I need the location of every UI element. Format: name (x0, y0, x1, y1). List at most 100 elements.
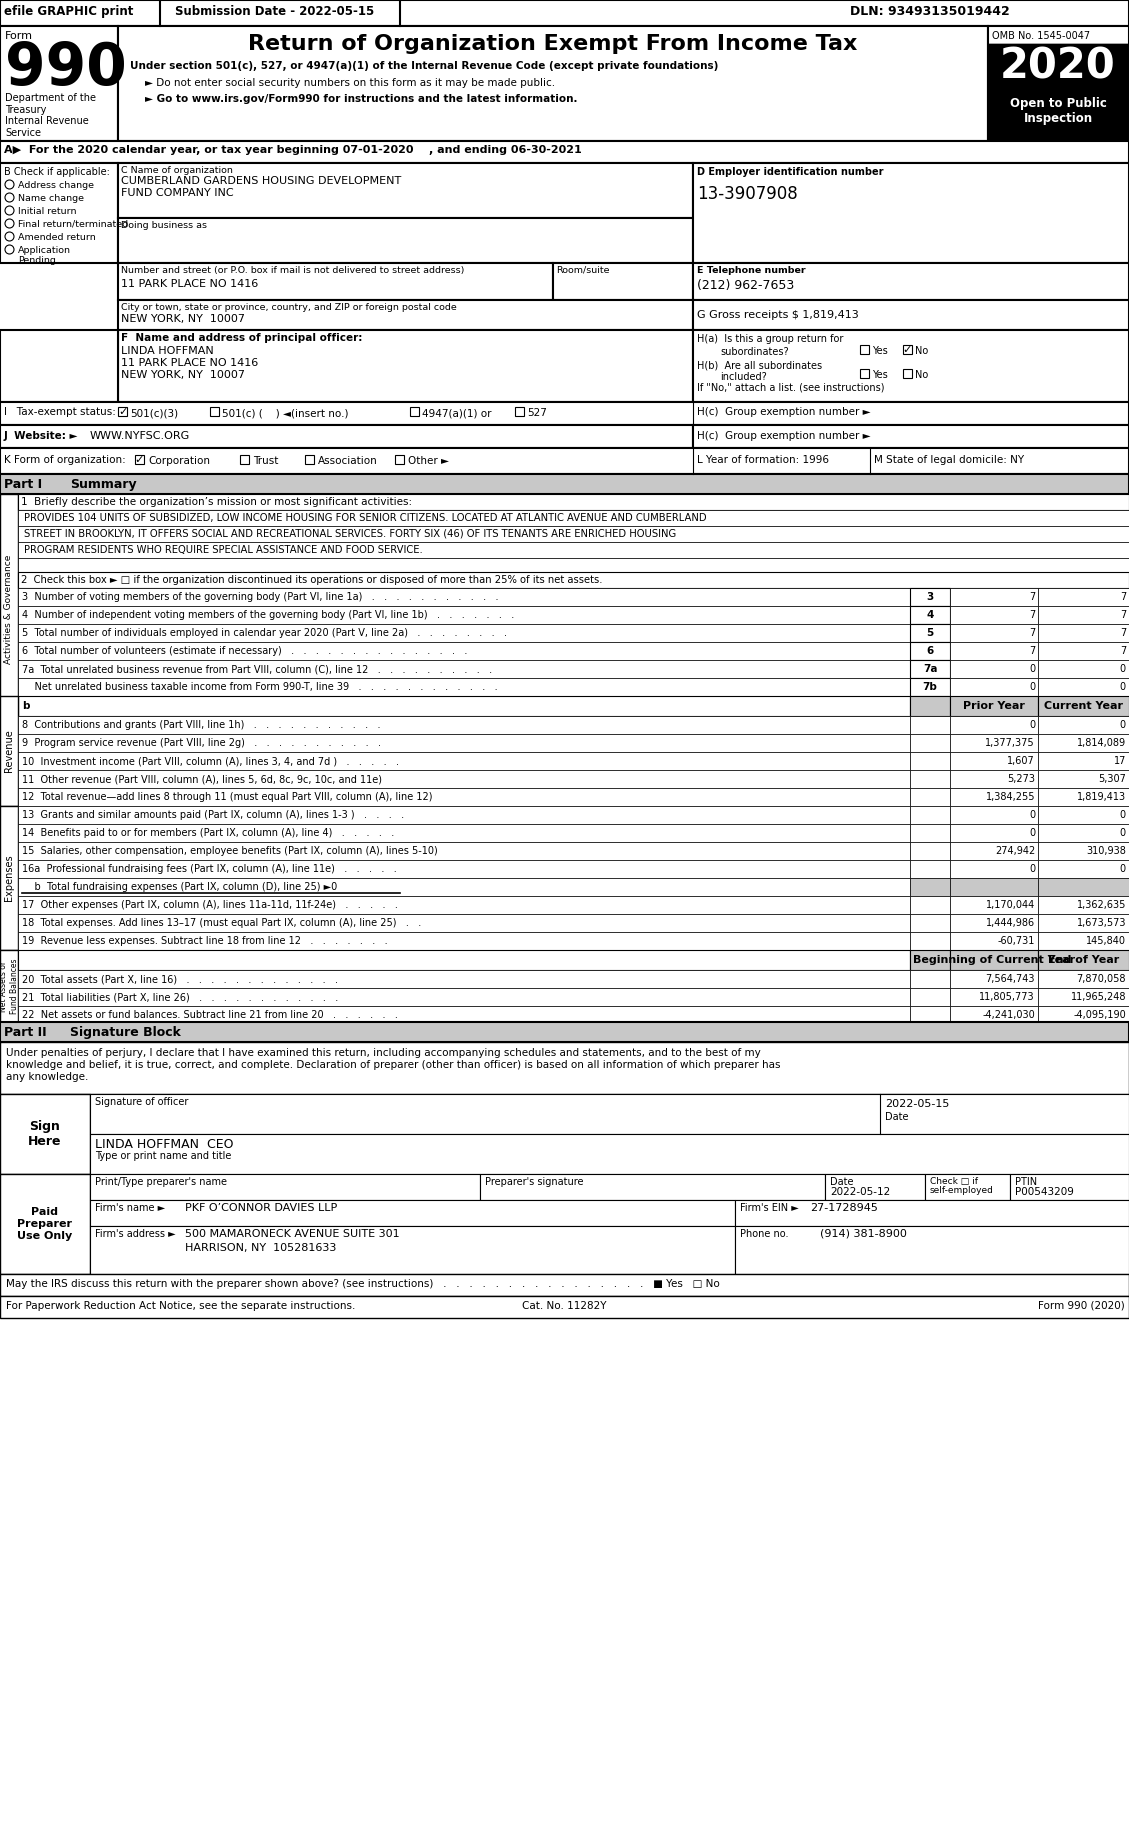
Text: Doing business as: Doing business as (121, 221, 207, 230)
Bar (735, 1226, 1129, 1274)
Text: Final return/terminated: Final return/terminated (18, 219, 128, 229)
Bar (18, 607, 910, 623)
Text: 5,307: 5,307 (1099, 774, 1126, 784)
Text: Firm's EIN ►: Firm's EIN ► (739, 1202, 798, 1213)
Bar (18, 878, 910, 896)
Bar (553, 264, 693, 301)
Bar (903, 369, 912, 378)
Text: 0: 0 (1029, 719, 1035, 730)
Bar (1038, 752, 1129, 771)
Bar (0, 1296, 1129, 1318)
Text: 3: 3 (927, 592, 934, 601)
Bar (910, 695, 949, 715)
Bar (910, 771, 949, 787)
Text: 19  Revenue less expenses. Subtract line 18 from line 12   .   .   .   .   .   .: 19 Revenue less expenses. Subtract line … (21, 937, 387, 946)
Text: K Form of organization:: K Form of organization: (5, 455, 125, 465)
Bar (18, 511, 1129, 526)
Bar (988, 26, 1129, 140)
Text: 17: 17 (1113, 756, 1126, 765)
Text: 0: 0 (1120, 664, 1126, 675)
Bar (735, 1200, 1129, 1226)
Bar (18, 542, 1129, 559)
Bar (1038, 931, 1129, 950)
Bar (949, 824, 1038, 843)
Bar (0, 1175, 90, 1274)
Text: 5,273: 5,273 (1007, 774, 1035, 784)
Text: 0: 0 (1029, 664, 1035, 675)
Text: 1,819,413: 1,819,413 (1077, 793, 1126, 802)
Text: 4: 4 (926, 610, 934, 620)
Text: 13-3907908: 13-3907908 (697, 184, 798, 203)
Text: 15  Salaries, other compensation, employee benefits (Part IX, column (A), lines : 15 Salaries, other compensation, employe… (21, 846, 438, 856)
Bar (949, 950, 1038, 970)
Text: 6  Total number of volunteers (estimate if necessary)   .   .   .   .   .   .   : 6 Total number of volunteers (estimate i… (21, 645, 467, 656)
Text: 1,362,635: 1,362,635 (1077, 900, 1126, 909)
Bar (18, 679, 910, 695)
Bar (910, 607, 949, 623)
Bar (949, 915, 1038, 931)
Text: 11,805,773: 11,805,773 (979, 992, 1035, 1001)
Bar (910, 915, 949, 931)
Bar (0, 424, 693, 448)
Bar (949, 660, 1038, 679)
Text: 7: 7 (1029, 610, 1035, 620)
Text: 11,965,248: 11,965,248 (1070, 992, 1126, 1001)
Text: 7,870,058: 7,870,058 (1076, 974, 1126, 985)
Bar (18, 752, 910, 771)
Text: Application
Pending: Application Pending (18, 245, 71, 266)
Bar (0, 330, 119, 402)
Text: G Gross receipts $ 1,819,413: G Gross receipts $ 1,819,413 (697, 310, 859, 321)
Bar (910, 1007, 949, 1023)
Text: Preparer's signature: Preparer's signature (485, 1176, 584, 1188)
Text: 0: 0 (1120, 810, 1126, 821)
Bar (910, 988, 949, 1007)
Text: 1,384,255: 1,384,255 (986, 793, 1035, 802)
Text: Yes: Yes (872, 371, 887, 380)
Bar (949, 988, 1038, 1007)
Bar (693, 424, 1129, 448)
Bar (18, 642, 910, 660)
Bar (119, 264, 553, 301)
Bar (910, 878, 949, 896)
Text: Net Assets or
Fund Balances: Net Assets or Fund Balances (0, 959, 19, 1014)
Bar (1038, 878, 1129, 896)
Bar (0, 140, 1129, 162)
Text: Submission Date - 2022-05-15: Submission Date - 2022-05-15 (175, 6, 374, 18)
Text: Beginning of Current Year: Beginning of Current Year (913, 955, 1075, 964)
Bar (18, 494, 1129, 511)
Text: Number and street (or P.O. box if mail is not delivered to street address): Number and street (or P.O. box if mail i… (121, 266, 464, 275)
Text: CUMBERLAND GARDENS HOUSING DEVELOPMENT: CUMBERLAND GARDENS HOUSING DEVELOPMENT (121, 175, 401, 186)
Bar (949, 931, 1038, 950)
Text: Summary: Summary (70, 478, 137, 491)
Text: 1,170,044: 1,170,044 (986, 900, 1035, 909)
Text: 20  Total assets (Part X, line 16)   .   .   .   .   .   .   .   .   .   .   .  : 20 Total assets (Part X, line 16) . . . … (21, 974, 338, 985)
Bar (693, 330, 1129, 402)
Text: 11 PARK PLACE NO 1416: 11 PARK PLACE NO 1416 (121, 278, 259, 290)
Bar (910, 623, 949, 642)
Text: 500 MAMARONECK AVENUE SUITE 301: 500 MAMARONECK AVENUE SUITE 301 (185, 1228, 400, 1239)
Bar (1010, 1175, 1129, 1200)
Bar (949, 806, 1038, 824)
Text: D Employer identification number: D Employer identification number (697, 168, 884, 177)
Text: Name change: Name change (18, 194, 84, 203)
Bar (693, 162, 1129, 264)
Text: ✓: ✓ (117, 406, 128, 417)
Text: 1,377,375: 1,377,375 (986, 738, 1035, 749)
Text: NEW YORK, NY  10007: NEW YORK, NY 10007 (121, 313, 245, 325)
Text: A▶  For the 2020 calendar year, or tax year beginning 07-01-2020    , and ending: A▶ For the 2020 calendar year, or tax ye… (5, 146, 581, 155)
Bar (1038, 787, 1129, 806)
Bar (949, 734, 1038, 752)
Bar (910, 588, 949, 607)
Text: For Paperwork Reduction Act Notice, see the separate instructions.: For Paperwork Reduction Act Notice, see … (6, 1302, 356, 1311)
Text: 2020: 2020 (1000, 46, 1115, 89)
Text: Prior Year: Prior Year (963, 701, 1025, 712)
Bar (0, 26, 119, 140)
Bar (18, 771, 910, 787)
Bar (949, 843, 1038, 859)
Bar (910, 642, 949, 660)
Bar (90, 1134, 1129, 1175)
Text: Other ►: Other ► (408, 455, 449, 467)
Bar (18, 734, 910, 752)
Bar (18, 824, 910, 843)
Text: City or town, state or province, country, and ZIP or foreign postal code: City or town, state or province, country… (121, 302, 457, 312)
